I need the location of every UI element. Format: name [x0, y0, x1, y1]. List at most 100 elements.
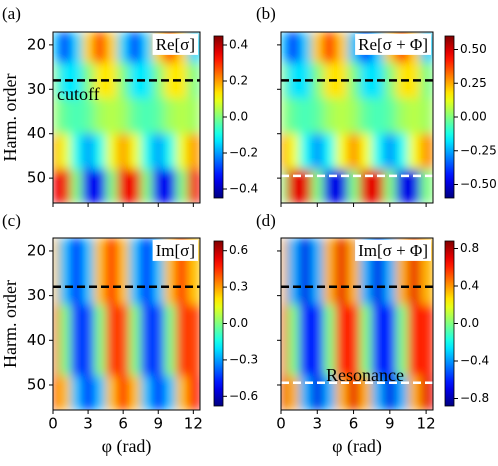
- heatmap-cell: [323, 340, 336, 377]
- heatmap-cell: [187, 62, 200, 99]
- colorbar-tick-label: −0.8: [460, 391, 489, 405]
- colorbar-tick-label: 0.0: [229, 110, 248, 124]
- heatmap-cell: [281, 169, 288, 203]
- title-box: [152, 33, 198, 55]
- heatmap-cell: [82, 32, 95, 64]
- heatmap-cell: [371, 376, 385, 410]
- heatmap-cell: [117, 62, 130, 99]
- annotation: Resonance: [326, 365, 404, 385]
- heatmap-cell: [93, 268, 107, 306]
- panel-title: Im[σ + Φ]: [358, 241, 428, 260]
- heatmap-cell: [420, 304, 433, 341]
- heatmap-cell: [53, 133, 60, 170]
- heatmap-cell: [420, 133, 433, 170]
- heatmap-cell: [70, 238, 83, 270]
- heatmap-cell: [371, 340, 385, 377]
- heatmap: [281, 238, 433, 410]
- heatmap-cell: [395, 340, 409, 377]
- heatmap-cell: [323, 238, 336, 270]
- heatmap-cell: [70, 376, 83, 410]
- heatmap-cell: [152, 304, 165, 341]
- heatmap-cell: [335, 340, 349, 377]
- heatmap-cell: [359, 304, 373, 341]
- heatmap-cell: [140, 32, 153, 64]
- heatmap-cell: [140, 304, 153, 341]
- heatmap-cell: [175, 62, 188, 99]
- heatmap-cell: [323, 169, 336, 203]
- colorbar-tick-label: 0.50: [460, 42, 487, 56]
- heatmap-cell: [371, 169, 385, 203]
- heatmap-cell: [117, 169, 130, 203]
- heatmap-cell: [93, 133, 107, 170]
- x-tick-label: 12: [417, 415, 436, 433]
- annotation: cutoff: [57, 84, 100, 104]
- heatmap-cell: [82, 133, 95, 170]
- heatmap-cell: [53, 98, 60, 135]
- heatmap-cell: [311, 304, 324, 341]
- heatmap-cell: [82, 98, 95, 135]
- heatmap-cell: [395, 133, 409, 170]
- colorbar-tick-label: −0.25: [460, 143, 497, 157]
- heatmap-cell: [359, 98, 373, 135]
- heatmap-cell: [129, 340, 142, 377]
- heatmap-cell: [175, 98, 188, 135]
- heatmap-cell: [58, 169, 72, 203]
- plot-frame: [52, 237, 201, 411]
- heatmap-cell: [82, 268, 95, 306]
- heatmap-cell: [323, 98, 336, 135]
- heatmap-cell: [287, 169, 300, 203]
- x-tick-label: 6: [118, 415, 128, 433]
- heatmap-cell: [287, 238, 300, 270]
- heatmap-cell: [281, 133, 288, 170]
- heatmap-cell: [383, 98, 397, 135]
- heatmap-cell: [383, 304, 397, 341]
- heatmap-cell: [335, 238, 349, 270]
- colorbar-tick-label: −0.3: [229, 352, 258, 366]
- heatmap-cell: [129, 376, 142, 410]
- heatmap-cell: [281, 32, 288, 64]
- heatmap-cell: [299, 304, 312, 341]
- heatmap-cell: [175, 169, 188, 203]
- x-tick-label: 9: [153, 415, 163, 433]
- heatmap-cell: [70, 98, 83, 135]
- heatmap-cell: [420, 169, 433, 203]
- heatmap-cell: [175, 268, 188, 306]
- heatmap-cell: [371, 304, 385, 341]
- heatmap-cell: [323, 304, 336, 341]
- heatmap-cell: [129, 62, 142, 99]
- x-tick-label: 6: [349, 415, 359, 433]
- heatmap-cell: [299, 32, 312, 64]
- heatmap-cell: [395, 376, 409, 410]
- heatmap-cell: [281, 340, 288, 377]
- heatmap-cell: [152, 268, 165, 306]
- heatmap-cell: [82, 304, 95, 341]
- heatmap-cell: [58, 304, 72, 341]
- heatmap-cell: [299, 98, 312, 135]
- heatmap-cell: [383, 376, 397, 410]
- heatmap-cell: [70, 304, 83, 341]
- heatmap-cell: [359, 340, 373, 377]
- heatmap-cell: [299, 133, 312, 170]
- y-tick-label: 50: [27, 375, 46, 393]
- heatmap-cell: [140, 98, 153, 135]
- heatmap-cell: [311, 98, 324, 135]
- heatmap-cell: [105, 340, 118, 377]
- heatmap-cell: [311, 169, 324, 203]
- heatmap-cell: [140, 376, 153, 410]
- heatmap-cell: [407, 376, 421, 410]
- heatmap-cell: [335, 32, 349, 64]
- heatmap-cell: [117, 268, 130, 306]
- heatmap-cell: [335, 133, 349, 170]
- heatmap-cell: [93, 304, 107, 341]
- heatmap-cell: [407, 304, 421, 341]
- colorbar-tick-label: 0.4: [460, 279, 479, 293]
- heatmap-cell: [175, 133, 188, 170]
- colorbar-tick-label: −0.4: [460, 354, 489, 368]
- heatmap-cell: [299, 340, 312, 377]
- heatmap-cell: [129, 238, 142, 270]
- heatmap-cell: [407, 98, 421, 135]
- heatmap-cell: [187, 268, 200, 306]
- x-tick-label: 9: [385, 415, 395, 433]
- heatmap-cell: [347, 133, 361, 170]
